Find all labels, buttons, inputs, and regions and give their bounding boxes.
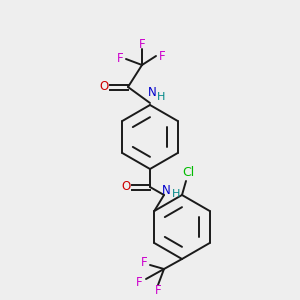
Text: F: F [155, 284, 161, 298]
Text: F: F [159, 50, 165, 62]
Text: F: F [117, 52, 123, 65]
Text: O: O [99, 80, 109, 94]
Text: N: N [148, 86, 156, 100]
Text: H: H [157, 92, 165, 102]
Text: Cl: Cl [182, 166, 194, 178]
Text: H: H [172, 189, 180, 199]
Text: F: F [139, 38, 145, 50]
Text: N: N [162, 184, 170, 196]
Text: F: F [136, 277, 142, 290]
Text: O: O [122, 181, 130, 194]
Text: F: F [141, 256, 147, 269]
